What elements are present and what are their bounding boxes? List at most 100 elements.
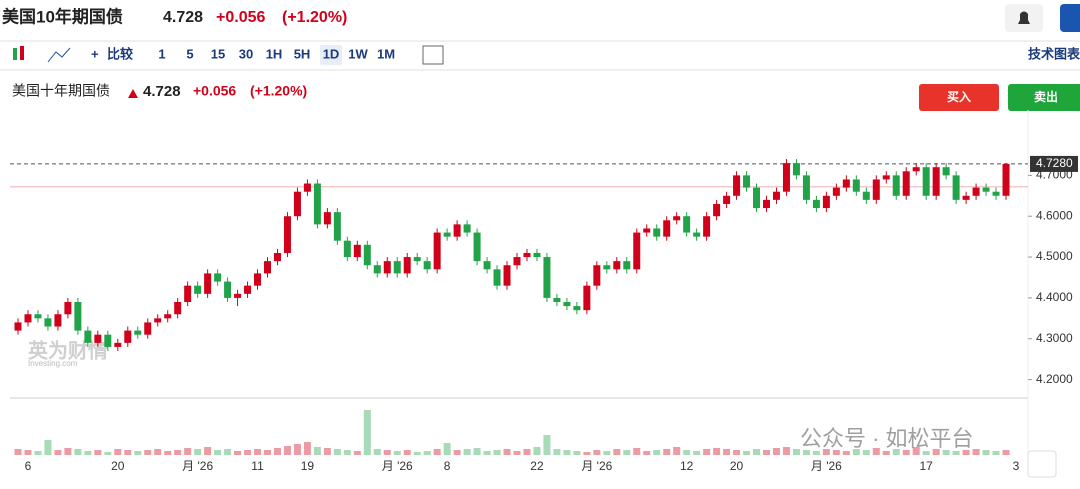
candle-body — [573, 306, 581, 311]
volume-bar — [842, 451, 850, 455]
candle-body — [303, 183, 311, 192]
layout-icon[interactable] — [422, 45, 444, 65]
candle-body — [343, 240, 351, 258]
buy-button[interactable] — [919, 84, 999, 111]
candle-body — [503, 265, 511, 286]
interval-button[interactable]: 1D — [323, 46, 340, 61]
x-tick-label: 11 — [251, 459, 264, 473]
volume-bar — [104, 452, 112, 455]
volume-bar — [403, 450, 411, 455]
candle-body — [393, 261, 401, 274]
x-tick-label: 20 — [730, 459, 744, 473]
candle-body — [483, 261, 491, 270]
volume-bar — [164, 451, 172, 455]
volume-bar — [583, 452, 591, 455]
volume-bar — [523, 449, 531, 455]
volume-bar — [214, 450, 222, 455]
volume-bar — [174, 450, 182, 455]
candle-body — [204, 273, 212, 294]
interval-button[interactable]: 1M — [377, 46, 395, 61]
x-tick-label: 6 — [25, 459, 32, 473]
volume-bar — [433, 449, 441, 455]
candle-body — [234, 293, 242, 298]
x-tick-label: 8 — [444, 459, 451, 473]
volume-bar — [323, 448, 331, 455]
volume-bar — [443, 443, 451, 455]
volume-bar — [473, 448, 481, 455]
volume-bar — [882, 451, 890, 455]
up-arrow — [128, 89, 138, 98]
volume-bar — [74, 449, 82, 455]
candle-body — [333, 212, 341, 241]
candle-body — [703, 216, 711, 237]
volume-bar — [743, 451, 751, 455]
candle-body — [763, 199, 770, 209]
candle-body — [952, 175, 960, 200]
volume-bar — [343, 450, 351, 455]
interval-button[interactable]: 15 — [211, 46, 225, 61]
tech-chart-link[interactable]: 技术图表 — [1028, 46, 1080, 61]
volume-bar — [663, 449, 671, 455]
volume-bar — [124, 450, 132, 455]
candle-body — [84, 330, 92, 343]
candle-body — [523, 252, 531, 258]
candle-body — [862, 191, 870, 200]
badge — [1027, 450, 1057, 478]
candle-body — [733, 175, 741, 196]
volume-bar — [982, 450, 990, 455]
volume-bar — [264, 450, 271, 455]
interval-button[interactable]: 1W — [348, 46, 368, 61]
candle-body — [992, 191, 1000, 196]
candle-body — [663, 220, 671, 237]
volume-bar — [792, 449, 800, 455]
volume-bar — [154, 449, 162, 455]
compare-button[interactable]: 比较 — [107, 46, 133, 61]
candle-body — [543, 257, 551, 298]
candle-body — [124, 330, 132, 343]
interval-button[interactable]: 5H — [294, 46, 311, 61]
candle-body — [353, 244, 361, 258]
candle-body — [264, 261, 271, 274]
volume-bar — [553, 449, 561, 455]
interval-button[interactable]: 1H — [266, 46, 283, 61]
y-tick-label: 4.6000 — [1036, 208, 1073, 222]
interval-button[interactable]: 5 — [186, 46, 193, 61]
candle-body — [293, 191, 301, 217]
candle-body — [64, 302, 72, 315]
watch-button[interactable] — [1060, 4, 1080, 32]
title: 美国10年期国债 — [2, 6, 123, 26]
candle-body — [184, 285, 192, 302]
volume-bar — [503, 449, 511, 455]
volume-bar — [922, 451, 930, 455]
x-tick-label: 月 '26 — [382, 459, 413, 473]
volume-bar — [713, 448, 721, 455]
candle-body — [593, 265, 601, 286]
candle-body — [313, 183, 321, 225]
candle-body — [623, 261, 631, 270]
sell-button[interactable] — [1008, 84, 1080, 111]
bell-icon — [1018, 11, 1030, 24]
volume-bar — [293, 444, 301, 455]
candle-body — [513, 257, 521, 266]
candle-body — [713, 203, 721, 217]
volume-bar — [313, 447, 321, 455]
interval-button[interactable]: 30 — [239, 46, 253, 61]
volume-bar — [822, 449, 830, 455]
volume-bar — [114, 449, 122, 455]
line-icon[interactable] — [47, 47, 71, 63]
candle-body — [942, 167, 950, 176]
chart-change: +0.056 — [193, 83, 236, 99]
candle-body — [144, 322, 152, 335]
candle-body — [643, 228, 651, 233]
volume-bar — [453, 450, 461, 455]
candle-body — [852, 179, 860, 192]
volume-bar — [363, 410, 371, 455]
candle-icon[interactable] — [13, 46, 24, 60]
volume-bar — [184, 448, 192, 455]
candle-body — [254, 273, 262, 286]
volume-bar — [24, 450, 32, 455]
interval-button[interactable]: 1 — [158, 46, 165, 61]
candle-body — [104, 334, 112, 347]
volume-bar — [942, 450, 950, 455]
